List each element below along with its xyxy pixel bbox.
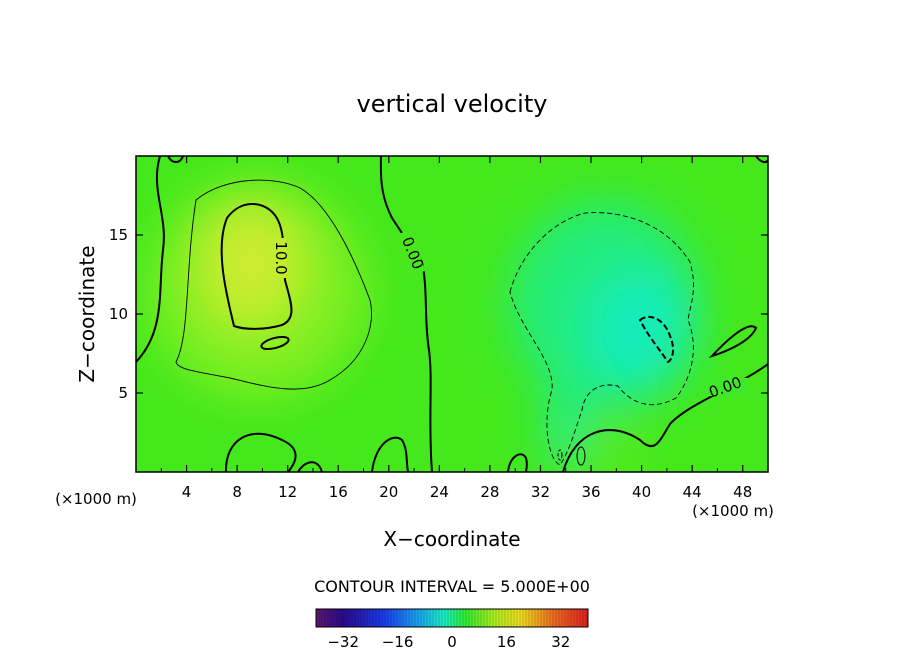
colorbar-tick-label: 0 (447, 633, 457, 651)
y-axis-label: Z−coordinate (75, 245, 99, 382)
colorbar-stripes (318, 609, 587, 627)
colorbar-tick-label: −32 (327, 633, 359, 651)
x-tick-label: 4 (182, 483, 192, 501)
contour-zero-bottom-d (507, 453, 528, 472)
x-axis-label: X−coordinate (383, 527, 520, 551)
contour-zero-middle (379, 156, 433, 472)
y-axis-ticks: 5 10 15 (109, 226, 768, 402)
contour-label-1: 10.0 (272, 241, 290, 274)
colorbar-tick-label: 16 (497, 633, 516, 651)
colorbar-tick-label: −16 (382, 633, 414, 651)
contour-zero-bottom-b (297, 461, 323, 472)
x-tick-label: 40 (632, 483, 651, 501)
x-tick-label: 8 (232, 483, 242, 501)
colorbar-tick-label: 32 (551, 633, 570, 651)
contour-five-outer (175, 179, 372, 390)
x-tick-label: 48 (733, 483, 752, 501)
contour-neg-five (509, 212, 694, 466)
contour-label-bg-3 (706, 378, 748, 396)
contour-label-bg-1 (270, 238, 286, 278)
contour-neg-ten (638, 315, 675, 364)
chart-title: vertical velocity (357, 90, 548, 118)
colorbar: −32 −16 0 16 32 (315, 608, 589, 651)
contour-zero-bottom-c (371, 436, 409, 472)
x-tick-label: 36 (581, 483, 600, 501)
y-tick-label: 15 (109, 226, 128, 244)
x-tick-label: 24 (430, 483, 449, 501)
contour-small-b (557, 449, 563, 461)
y-tick-label: 5 (118, 384, 128, 402)
contour-corner-top-left (167, 156, 184, 163)
x-tick-label: 28 (480, 483, 499, 501)
contour-zero-lobe (708, 325, 758, 359)
x-tick-label: 44 (683, 483, 702, 501)
contour-lines (136, 156, 768, 472)
colorbar-fill (316, 609, 588, 627)
x-tick-label: 32 (531, 483, 550, 501)
contour-zero-bottom-a (224, 432, 297, 472)
x-tick-label: 16 (329, 483, 348, 501)
contour-ten-small (260, 335, 290, 351)
contour-ten (220, 203, 293, 330)
x-axis-ticks: 4 8 12 16 20 24 28 32 36 40 44 48 (160, 156, 752, 501)
contour-label-bg-2 (390, 229, 426, 279)
x-tick-label: 12 (278, 483, 297, 501)
contour-small-a (576, 446, 586, 466)
x-unit-left: (×1000 m) (55, 490, 137, 508)
plot-area: 10.0 0.00 0.00 (136, 156, 768, 472)
x-unit-right: (×1000 m) (692, 502, 774, 520)
colorbar-ticks: −32 −16 0 16 32 (327, 633, 570, 651)
y-tick-label: 10 (109, 305, 128, 323)
colorbar-frame (315, 608, 589, 628)
x-tick-label: 20 (379, 483, 398, 501)
contour-zero-left (136, 156, 165, 363)
contour-interval: CONTOUR INTERVAL = 5.000E+00 (314, 577, 590, 596)
